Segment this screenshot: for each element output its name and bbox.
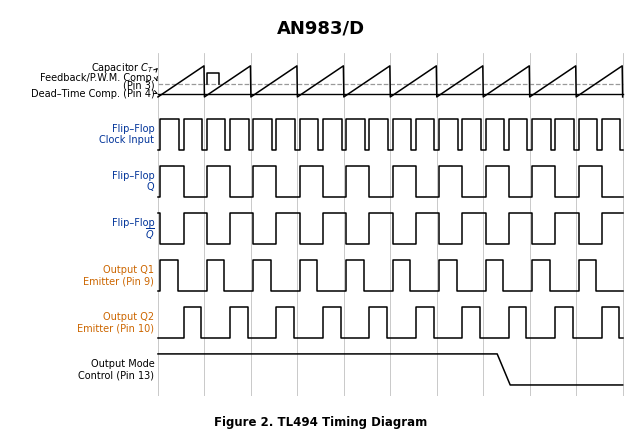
Text: AN983/D: AN983/D bbox=[276, 20, 365, 38]
Text: Capacitor $C_T$: Capacitor $C_T$ bbox=[91, 61, 154, 75]
Text: Output Q1: Output Q1 bbox=[103, 265, 154, 275]
Text: Output Mode: Output Mode bbox=[90, 359, 154, 369]
Text: Flip–Flop: Flip–Flop bbox=[112, 218, 154, 228]
Text: Dead–Time Comp. (Pin 4): Dead–Time Comp. (Pin 4) bbox=[31, 89, 154, 99]
Text: Clock Input: Clock Input bbox=[99, 135, 154, 145]
Text: Flip–Flop: Flip–Flop bbox=[112, 171, 154, 181]
Text: Control (Pin 13): Control (Pin 13) bbox=[78, 370, 154, 380]
Text: Q: Q bbox=[147, 182, 154, 192]
Text: Emitter (Pin 10): Emitter (Pin 10) bbox=[78, 323, 154, 333]
Text: Flip–Flop: Flip–Flop bbox=[112, 124, 154, 134]
Text: Figure 2. TL494 Timing Diagram: Figure 2. TL494 Timing Diagram bbox=[214, 416, 427, 429]
Text: Feedback/P.W.M. Comp.: Feedback/P.W.M. Comp. bbox=[40, 73, 154, 83]
Text: (Pin 3): (Pin 3) bbox=[122, 81, 154, 91]
Text: Output Q2: Output Q2 bbox=[103, 312, 154, 322]
Text: Emitter (Pin 9): Emitter (Pin 9) bbox=[83, 276, 154, 286]
Text: $\overline{Q}$: $\overline{Q}$ bbox=[145, 226, 154, 242]
